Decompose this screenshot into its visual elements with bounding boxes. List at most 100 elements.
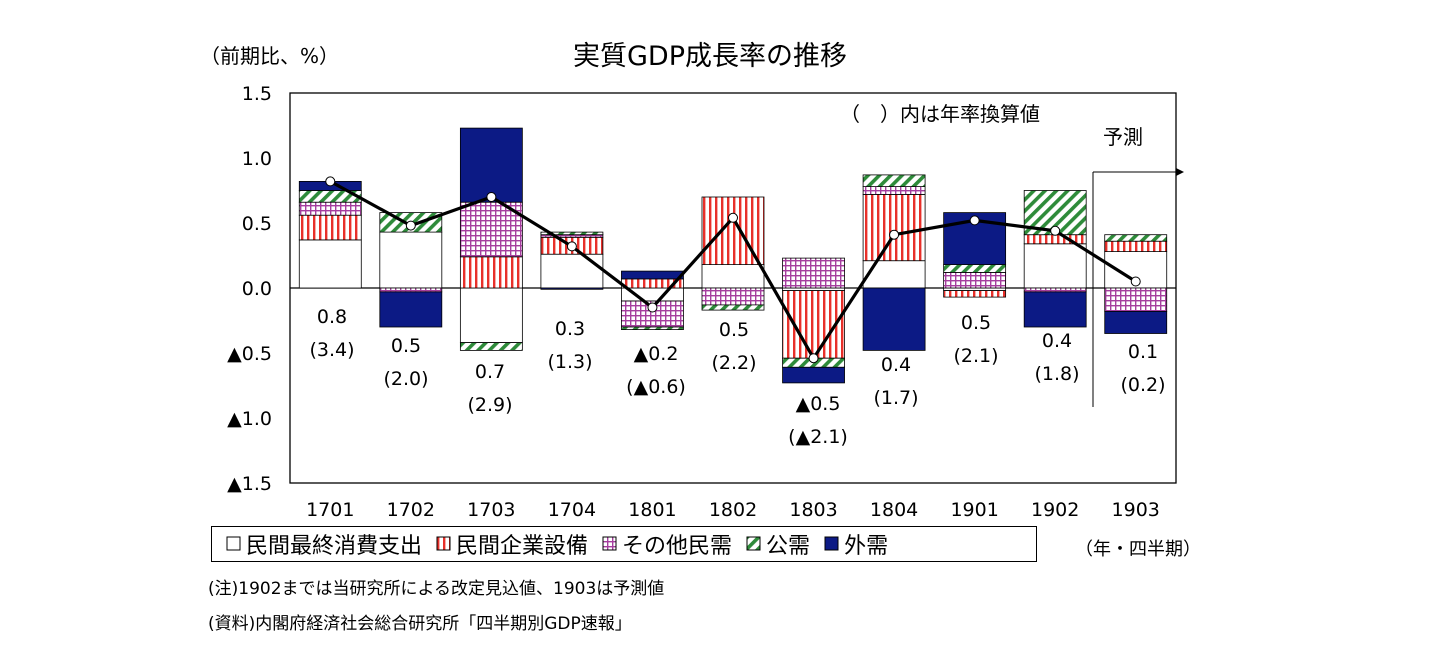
bar-segment-private-consumption (540, 253, 604, 289)
bar-segment-public (459, 342, 523, 351)
bar-segment-external (1023, 291, 1087, 328)
bar-segment-other-private (379, 287, 443, 293)
annualized-value-label: (2.1) (953, 345, 998, 367)
y-tick-label: 0.0 (242, 278, 272, 300)
footnote-1: (注)1902までは当研究所による改定見込値、1903は予測値 (208, 579, 665, 599)
growth-value-label: ▲0.5 (796, 393, 841, 415)
bar-segment-public (862, 174, 926, 187)
growth-point (889, 229, 900, 240)
x-tick-label: 1702 (387, 499, 435, 521)
growth-value-label: ▲0.2 (634, 343, 679, 365)
bar-segment-private-investment (298, 214, 362, 241)
growth-line-layer (325, 176, 1141, 364)
bar-segment-private-investment (459, 256, 523, 289)
legend-item-private-investment: 民間企業設備 (436, 528, 588, 560)
legend-swatch-private-investment (436, 536, 451, 551)
bar-segment-public (540, 231, 604, 236)
annual-note: （ ）内は年率換算値 (840, 102, 1040, 126)
legend-item-external: 外需 (824, 528, 888, 560)
growth-point (566, 241, 577, 252)
x-tick-label: 1704 (548, 499, 596, 521)
growth-point (647, 302, 658, 313)
annualized-value-label: (▲2.1) (788, 426, 848, 448)
bar-segment-private-investment (862, 193, 926, 262)
growth-value-label: 0.4 (881, 354, 911, 376)
bar-segment-other-private (1023, 287, 1087, 293)
growth-value-label: 0.5 (391, 335, 421, 357)
bar-segment-external (459, 127, 523, 203)
bar-segment-private-consumption (379, 231, 443, 289)
annualized-value-label: (2.2) (711, 352, 756, 374)
bar-segment-private-consumption (862, 260, 926, 289)
legend-swatch-other-private (602, 536, 617, 551)
bar-segment-other-private (298, 201, 362, 216)
legend-swatch-private-consumption (226, 536, 241, 551)
growth-point (405, 220, 416, 231)
x-tick-label: 1803 (789, 499, 837, 521)
y-tick-label: 0.5 (242, 213, 272, 235)
x-unit-label: （年・四半期） (1075, 539, 1201, 560)
bar-segment-other-private (862, 186, 926, 195)
growth-value-label: 0.4 (1042, 330, 1072, 352)
bar-segment-private-investment (1023, 234, 1087, 245)
bar-segment-external (379, 291, 443, 328)
growth-value-label: 0.5 (719, 319, 749, 341)
annualized-value-label: (1.8) (1034, 363, 1079, 385)
growth-point (808, 353, 819, 364)
bar-segment-other-private (943, 271, 1007, 289)
growth-value-label: 0.1 (1128, 341, 1158, 363)
growth-value-label: 0.5 (961, 312, 991, 334)
bar-segment-external (862, 287, 926, 351)
x-tick-label: 1701 (306, 499, 354, 521)
legend-label: 民間企業設備 (456, 534, 589, 559)
bar-segment-external (621, 270, 684, 280)
growth-point (1130, 276, 1141, 287)
growth-value-label: 0.8 (317, 306, 347, 328)
bar-segment-private-consumption (459, 287, 523, 343)
x-tick-label: 1901 (950, 499, 998, 521)
legend-item-public: 公需 (746, 528, 810, 560)
x-tick-label: 1801 (628, 499, 676, 521)
bar-segment-private-consumption (298, 239, 362, 289)
footnote-2: (資料)内閣府経済社会総合研究所「四半期別GDP速報」 (208, 614, 632, 634)
bar-segment-private-consumption (701, 264, 765, 289)
growth-point (969, 215, 980, 226)
bar-segment-public (943, 264, 1007, 273)
growth-point (728, 212, 738, 223)
legend-item-private-consumption: 民間最終消費支出 (226, 528, 422, 560)
annualized-value-label: (2.9) (467, 394, 512, 416)
bar-segment-public (621, 326, 684, 330)
chart-title: 実質GDP成長率の推移 (573, 41, 847, 72)
x-tick-label: 1902 (1031, 499, 1079, 521)
bars (298, 127, 1168, 384)
bar-segment-other-private (701, 287, 765, 306)
growth-value-label: 0.7 (475, 361, 505, 383)
annualized-value-label: (0.2) (1120, 374, 1165, 396)
growth-point (325, 176, 336, 187)
y-tick-label: ▲1.5 (227, 473, 272, 495)
y-tick-label: ▲0.5 (227, 343, 272, 365)
bar-segment-external (782, 366, 845, 384)
x-tick-label: 1703 (467, 499, 515, 521)
legend: 民間最終消費支出 民間企業設備 その他民需 公需 外需 (211, 526, 1037, 562)
forecast-label: 予測 (1103, 125, 1143, 149)
annualized-value-label: (▲0.6) (626, 376, 686, 398)
bar-segment-external (1104, 310, 1168, 334)
x-tick-label: 1802 (709, 499, 757, 521)
bar-segment-private-investment (1104, 240, 1168, 252)
y-unit-label: （前期比、%） (200, 44, 339, 68)
forecast-marker: 予測 (1092, 125, 1184, 407)
bar-segment-public (701, 304, 765, 311)
y-tick-label: 1.0 (242, 148, 272, 170)
x-axis: 1701 1702 1703 1704 1801 1802 1803 1804 1901 1902… (306, 499, 1160, 521)
bar-segment-public (1104, 234, 1168, 242)
legend-label: 公需 (766, 534, 811, 559)
annualized-value-label: (1.3) (547, 351, 592, 373)
y-axis: 1.5 1.0 0.5 0.0 ▲0.5 ▲1.0 ▲1.5 (227, 83, 272, 495)
y-tick-label: ▲1.0 (227, 408, 272, 430)
legend-swatch-public (746, 536, 761, 551)
legend-label: 外需 (844, 534, 889, 559)
legend-label: 民間最終消費支出 (246, 534, 423, 559)
legend-label: その他民需 (622, 534, 733, 559)
legend-item-other-private: その他民需 (602, 528, 732, 560)
